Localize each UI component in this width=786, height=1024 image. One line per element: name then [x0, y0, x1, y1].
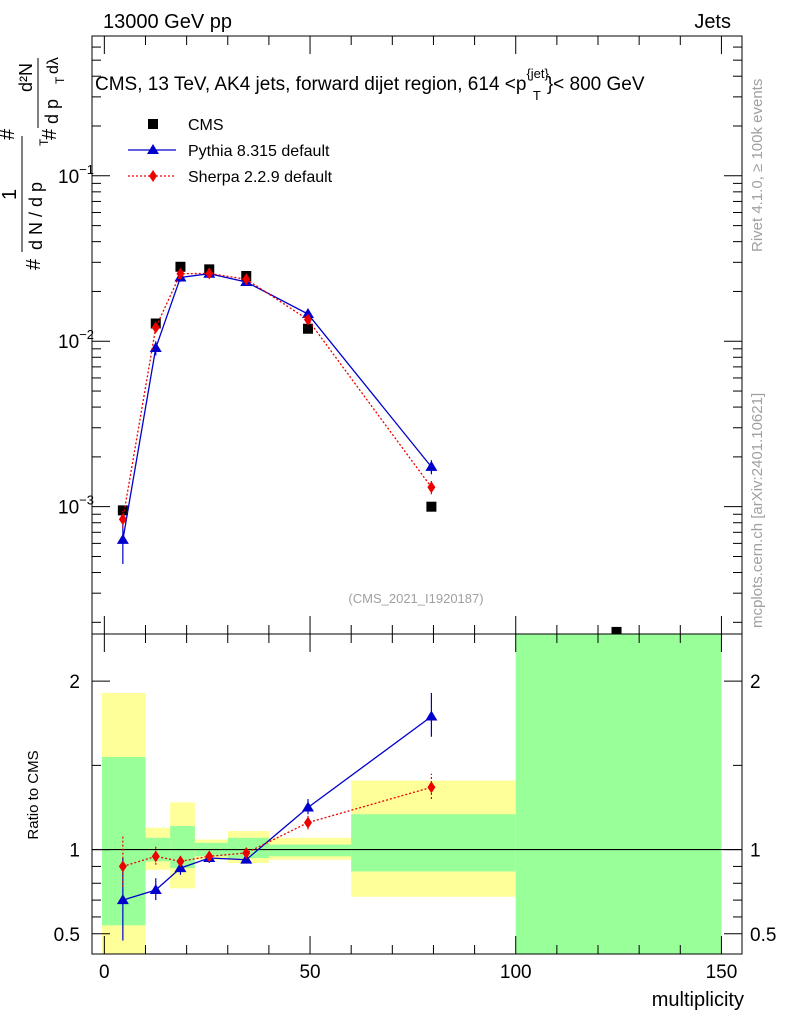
main-y-tick-label: 10−2 — [58, 327, 94, 353]
cms-data-point — [175, 261, 186, 272]
cms-data-point — [302, 323, 313, 334]
uncertainty-band-inner — [227, 837, 269, 858]
sherpa-ratio-point — [151, 850, 160, 863]
svg-text:d N / d p: d N / d p — [26, 182, 46, 250]
analysis-watermark: (CMS_2021_I1920187) — [348, 591, 483, 606]
ratio-y-tick-label-right: 1 — [750, 841, 761, 862]
svg-text:1: 1 — [0, 189, 21, 200]
sherpa-ratio-point — [118, 860, 127, 873]
uncertainty-band-inner — [351, 814, 516, 872]
x-tick-label: 50 — [299, 962, 320, 983]
pythia-data-point — [425, 460, 438, 471]
sherpa-ratio-point — [176, 855, 185, 868]
main-plot-panel: 10−3 10−2 10−1 — [58, 35, 743, 637]
sherpa-data-point — [205, 267, 214, 280]
main-y-tick-exponent: −1 — [79, 162, 94, 177]
uncertainty-band-inner — [268, 844, 352, 857]
cms-data-point — [426, 501, 437, 512]
legend: CMS Pythia 8.315 default Sherpa 2.2.9 de… — [128, 117, 333, 186]
cms-data-point — [611, 626, 622, 637]
ratio-y-tick-label: 1 — [69, 841, 80, 862]
main-y-tick-exponent: −2 — [79, 327, 94, 342]
svg-text:d²N: d²N — [16, 63, 36, 92]
pythia-data-point — [149, 342, 162, 353]
main-y-tick-label: 10−1 — [58, 162, 94, 188]
ratio-plot-frame — [91, 633, 743, 955]
sherpa-data-point — [303, 313, 312, 326]
svg-text:T: T — [37, 138, 51, 146]
legend-marker-pythia — [147, 144, 159, 154]
legend-label-cms: CMS — [188, 117, 224, 134]
legend-marker-cms — [148, 119, 158, 129]
ratio-y-tick-label-right: 2 — [750, 672, 761, 693]
pythia-data-point — [116, 533, 129, 544]
svg-text:#: # — [23, 258, 45, 270]
x-tick-label: 150 — [706, 962, 738, 983]
cms-data-point — [117, 505, 128, 516]
legend-marker-sherpa — [149, 170, 157, 182]
main-y-tick-exponent: −3 — [79, 493, 94, 508]
header-energy-label: 13000 GeV pp — [103, 11, 232, 33]
svg-text:#: # — [0, 128, 19, 140]
uncertainty-band-inner — [515, 634, 722, 954]
sherpa-ratio-point — [242, 846, 251, 859]
x-tick-label: 100 — [500, 962, 532, 983]
sherpa-ratio-point — [303, 816, 312, 829]
pythia-ratio-point — [301, 801, 314, 812]
legend-label-pythia: Pythia 8.315 default — [188, 143, 330, 160]
mcplots-source-note: mcplots.cern.ch [arXiv:2401.10621] — [749, 393, 766, 628]
svg-text:dλ: dλ — [45, 57, 62, 74]
ratio-plot-panel: 0.5 0.5 1 1 2 2 0 50 100 150 — [54, 633, 776, 983]
ratio-y-axis-label: Ratio to CMS — [25, 750, 42, 839]
pythia-data-point — [301, 308, 314, 319]
svg-text:#: # — [39, 128, 61, 140]
x-axis-label: multiplicity — [652, 989, 744, 1011]
sherpa-data-point — [176, 267, 185, 280]
ratio-y-tick-label: 0.5 — [54, 925, 80, 946]
main-y-tick-label: 10−3 — [58, 493, 94, 519]
sherpa-ratio-point — [205, 850, 214, 863]
pythia-ratio-point — [425, 710, 438, 721]
rivet-version-note: Rivet 4.1.0, ≥ 100k events — [749, 79, 766, 252]
sherpa-data-point — [118, 513, 127, 526]
pythia-ratio-point — [116, 894, 129, 905]
sherpa-ratio-point — [427, 781, 436, 794]
header-category-label: Jets — [694, 11, 731, 33]
sherpa-data-point — [151, 321, 160, 334]
ratio-y-tick-label: 2 — [69, 672, 80, 693]
sherpa-data-point — [427, 481, 436, 494]
svg-text:T: T — [53, 76, 67, 84]
plot-title: CMS, 13 TeV, AK4 jets, forward dijet reg… — [95, 66, 645, 103]
legend-label-sherpa: Sherpa 2.2.9 default — [188, 169, 333, 186]
ratio-y-tick-label-right: 0.5 — [750, 925, 776, 946]
pythia-main-line — [122, 273, 432, 540]
pythia-ratio-point — [149, 884, 162, 894]
x-tick-label: 0 — [99, 962, 110, 983]
sherpa-data-point — [242, 273, 251, 286]
svg-text:d p: d p — [42, 99, 62, 124]
main-y-axis-label: # d N / d p 1 T # d p d²N T dλ # — [0, 57, 67, 270]
